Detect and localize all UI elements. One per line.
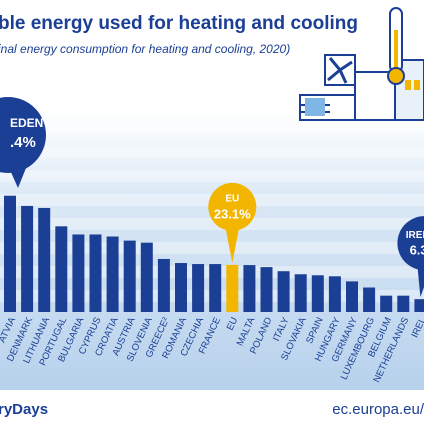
bar bbox=[21, 205, 34, 312]
callout-label: EU bbox=[225, 194, 239, 205]
bar bbox=[328, 276, 341, 312]
footer-left: ryDays bbox=[0, 401, 48, 418]
bar bbox=[140, 242, 153, 312]
bar bbox=[175, 263, 187, 312]
chart-subtitle: inal energy consumption for heating and … bbox=[0, 42, 290, 56]
bar bbox=[277, 271, 290, 312]
stripe bbox=[0, 122, 424, 134]
bar bbox=[55, 226, 68, 312]
bar bbox=[192, 264, 205, 312]
footer-band bbox=[0, 392, 424, 424]
callout-bubble bbox=[397, 216, 424, 271]
bar bbox=[209, 264, 222, 312]
bar bbox=[294, 274, 307, 312]
callout-pointer bbox=[417, 266, 424, 298]
bar bbox=[243, 265, 256, 312]
callout-bubble bbox=[208, 182, 257, 231]
x-tick-label: EU bbox=[225, 316, 241, 333]
illustration bbox=[299, 7, 424, 121]
callout: IRELAN 6.3% bbox=[397, 216, 424, 298]
bar bbox=[89, 234, 102, 312]
stripe bbox=[0, 170, 424, 182]
bar bbox=[260, 267, 273, 312]
stripe bbox=[0, 242, 424, 254]
stripe bbox=[0, 146, 424, 158]
bar bbox=[414, 299, 424, 312]
bar bbox=[380, 295, 393, 312]
bar bbox=[397, 295, 410, 312]
chart-background bbox=[0, 110, 424, 390]
callout-label: EDEN bbox=[10, 116, 43, 130]
bar bbox=[363, 287, 376, 312]
bar bbox=[123, 240, 136, 312]
value-label: 6.3% bbox=[410, 243, 424, 258]
bar bbox=[346, 281, 358, 312]
value-label: 23.1% bbox=[214, 206, 251, 221]
bar bbox=[4, 195, 16, 312]
bar bbox=[226, 264, 239, 312]
sweden-callout: EDEN .4% bbox=[0, 97, 46, 188]
callout-label: IRELAN bbox=[406, 230, 424, 241]
callout-value: .4% bbox=[10, 134, 36, 151]
bar bbox=[72, 234, 85, 312]
chart-title: ble energy used for heating and cooling bbox=[0, 13, 358, 34]
bar bbox=[38, 207, 51, 312]
callout-pointer bbox=[225, 226, 240, 263]
bar bbox=[157, 258, 170, 312]
stripes bbox=[0, 122, 424, 302]
bar bbox=[106, 236, 119, 312]
stripe bbox=[0, 218, 424, 230]
footer-right: ec.europa.eu/ bbox=[332, 401, 424, 418]
bar bbox=[311, 275, 324, 312]
